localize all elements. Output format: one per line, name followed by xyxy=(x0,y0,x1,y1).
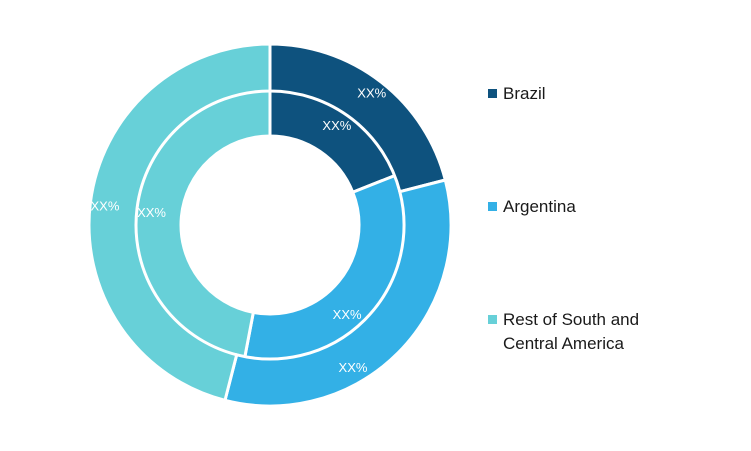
legend-item-brazil: Brazil xyxy=(488,82,643,106)
legend-swatch-argentina xyxy=(488,202,497,211)
inner-ring-label-rest-of-south-and-central-america: XX% xyxy=(137,205,166,220)
legend-item-rest-of-south-and-central-america: Rest of South and Central America xyxy=(488,308,643,356)
legend-label-brazil: Brazil xyxy=(503,84,546,103)
legend-swatch-brazil xyxy=(488,89,497,98)
outer-ring-slice-argentina xyxy=(223,178,453,408)
inner-ring-label-argentina: XX% xyxy=(333,307,362,322)
legend-swatch-rest-of-south-and-central-america xyxy=(488,315,497,324)
outer-ring-label-rest-of-south-and-central-america: XX% xyxy=(91,199,120,214)
outer-ring-label-argentina: XX% xyxy=(339,360,368,375)
inner-ring-label-brazil: XX% xyxy=(322,118,351,133)
outer-ring-label-brazil: XX% xyxy=(357,85,386,100)
legend-item-argentina: Argentina xyxy=(488,195,643,219)
outer-ring-slice-rest-of-south-and-central-america xyxy=(87,42,272,403)
legend-label-argentina: Argentina xyxy=(503,197,576,216)
legend-label-rest-of-south-and-central-america: Rest of South and Central America xyxy=(503,310,640,353)
